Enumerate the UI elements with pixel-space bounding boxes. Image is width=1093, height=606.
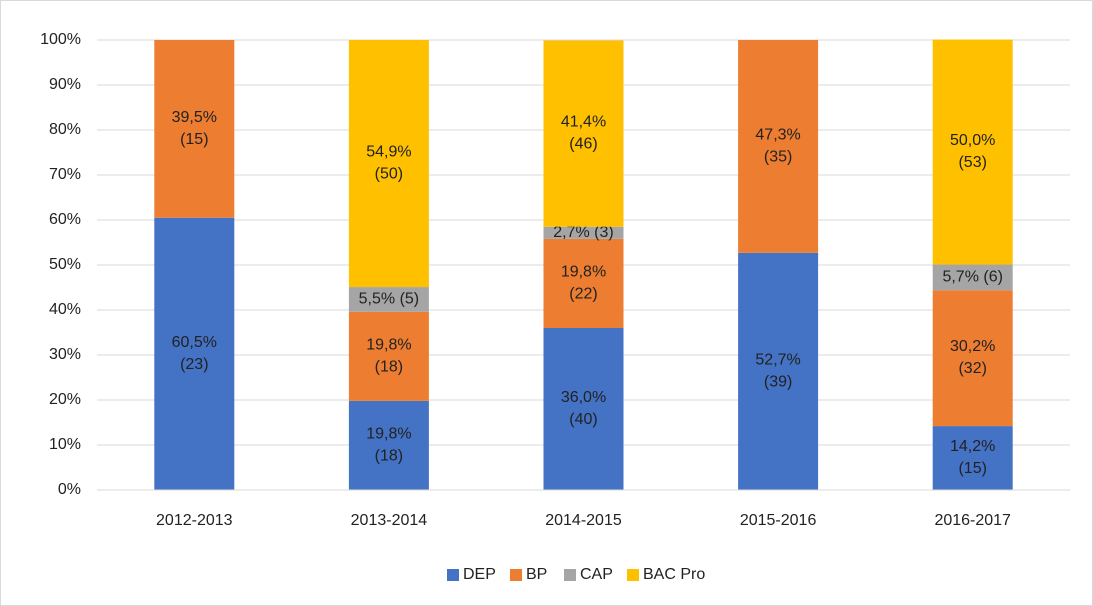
- bar-segment: [932, 290, 1013, 427]
- data-label: 5,5% (5): [359, 291, 419, 308]
- data-label: 47,3% (35): [755, 127, 800, 166]
- bar-segment: [738, 252, 819, 490]
- y-tick-label: 10%: [49, 436, 81, 453]
- bar-segment: [543, 238, 624, 328]
- data-label: 19,8% (18): [366, 337, 411, 376]
- bar-segment: [154, 40, 235, 218]
- y-tick-label: 30%: [49, 346, 81, 363]
- y-tick-label: 60%: [49, 211, 81, 228]
- x-tick-label: 2015-2016: [740, 512, 817, 529]
- bar-segment: [932, 426, 1013, 490]
- bar-segment: [154, 217, 235, 490]
- y-tick-label: 100%: [40, 31, 81, 48]
- bar-segment: [543, 40, 624, 227]
- x-tick-label: 2012-2013: [156, 512, 233, 529]
- y-tick-label: 20%: [49, 391, 81, 408]
- bar-segment: [543, 328, 624, 490]
- data-label: 30,2% (32): [950, 338, 995, 377]
- legend-swatch: [510, 569, 522, 581]
- data-label: 14,2% (15): [950, 438, 995, 477]
- legend-swatch: [564, 569, 576, 581]
- data-label: 39,5% (15): [172, 109, 217, 148]
- legend-label: CAP: [580, 566, 613, 583]
- y-tick-label: 50%: [49, 256, 81, 273]
- data-label: 52,7% (39): [755, 352, 800, 391]
- legend-swatch: [447, 569, 459, 581]
- y-tick-label: 80%: [49, 121, 81, 138]
- y-tick-label: 40%: [49, 301, 81, 318]
- legend-swatch: [627, 569, 639, 581]
- bar-segment: [348, 400, 429, 490]
- data-label: 60,5% (23): [172, 334, 217, 373]
- legend-label: BAC Pro: [643, 566, 705, 583]
- y-tick-label: 90%: [49, 76, 81, 93]
- x-tick-label: 2016-2017: [934, 512, 1011, 529]
- bar-segment: [932, 264, 1013, 291]
- data-label: 2,7% (3): [553, 224, 613, 241]
- data-label: 5,7% (6): [942, 269, 1002, 286]
- y-tick-label: 0%: [58, 481, 81, 498]
- x-tick-label: 2013-2014: [351, 512, 428, 529]
- data-label: 19,8% (22): [561, 264, 606, 303]
- legend-label: DEP: [463, 566, 496, 583]
- bar-segment: [348, 311, 429, 401]
- y-tick-label: 70%: [49, 166, 81, 183]
- bar-segment: [543, 226, 624, 239]
- x-tick-label: 2014-2015: [545, 512, 622, 529]
- bar-segment: [932, 39, 1013, 265]
- data-label: 41,4% (46): [561, 114, 606, 153]
- bar-segment: [348, 40, 429, 288]
- bar-segment: [738, 40, 819, 253]
- data-label: 36,0% (40): [561, 389, 606, 428]
- data-label: 54,9% (50): [366, 144, 411, 183]
- data-label: 19,8% (18): [366, 426, 411, 465]
- legend-label: BP: [526, 566, 547, 583]
- bar-segment: [348, 287, 429, 312]
- data-label: 50,0% (53): [950, 132, 995, 171]
